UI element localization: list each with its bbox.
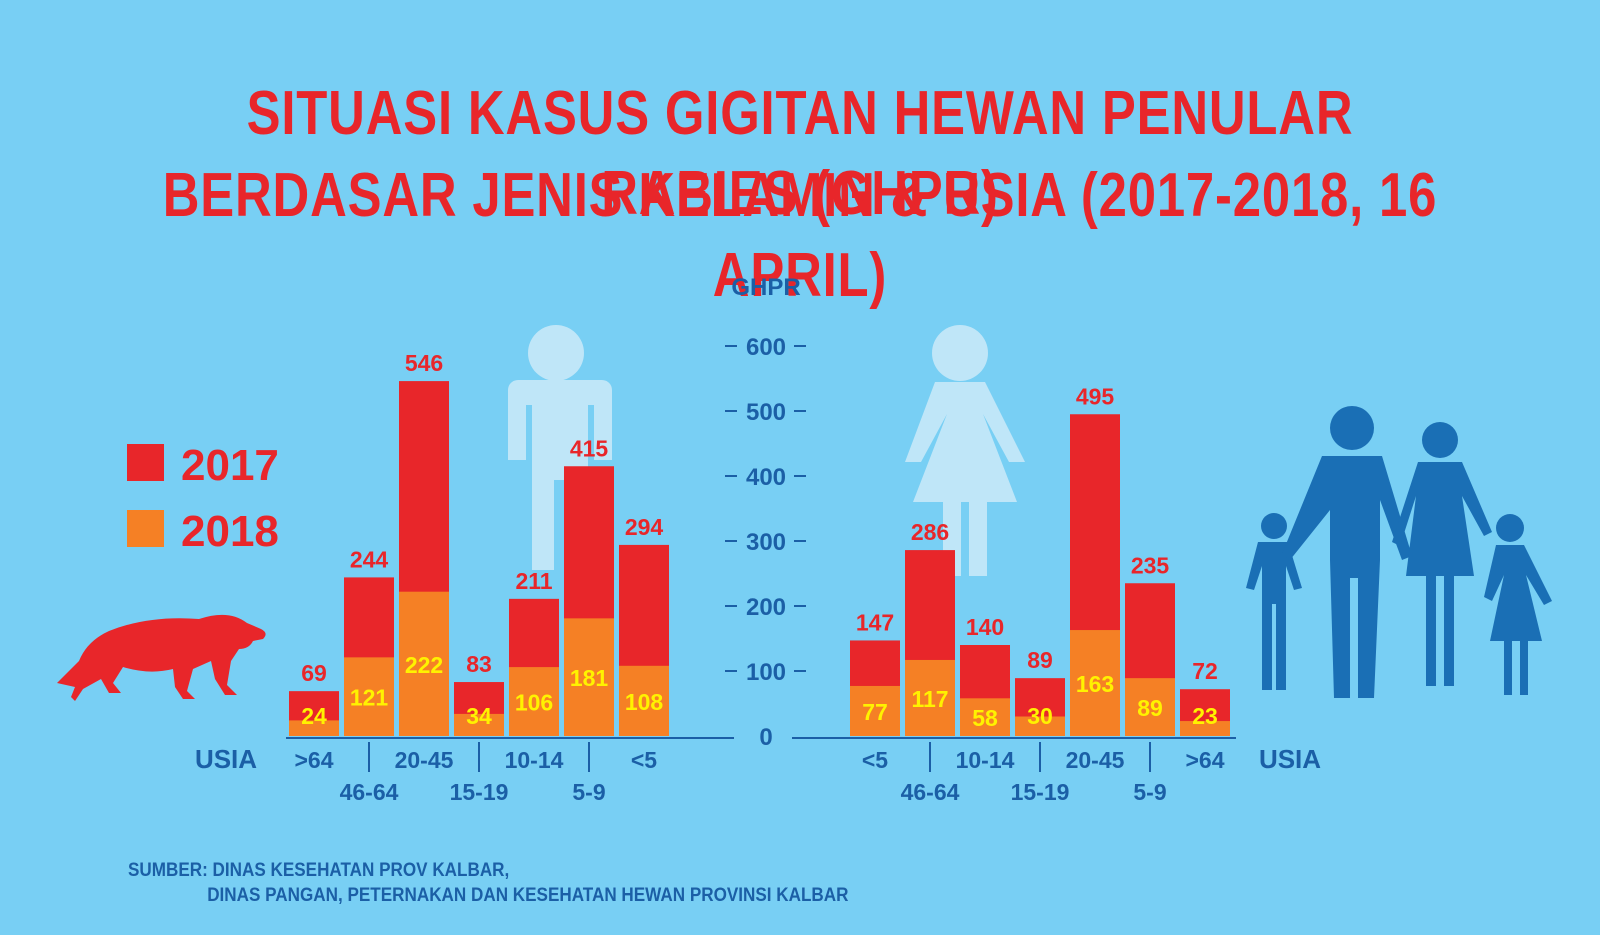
data-label-2017: 244 (350, 546, 389, 572)
source-note: SUMBER: DINAS KESEHATAN PROV KALBAR, DIN… (128, 858, 848, 908)
dog-icon (57, 614, 266, 701)
data-label-2018: 77 (862, 699, 888, 725)
data-label-2017: 235 (1131, 552, 1170, 578)
data-label-2018: 106 (515, 690, 553, 716)
data-label-2018: 24 (301, 703, 327, 729)
data-label-2018: 181 (570, 665, 609, 691)
x-tick-label: 15-19 (450, 779, 509, 805)
bar-2018 (619, 665, 669, 736)
source-line-2: DINAS PANGAN, PETERNAKAN DAN KESEHATAN H… (207, 885, 849, 906)
data-label-2017: 83 (466, 651, 492, 677)
y-tick-label: 200 (746, 594, 786, 621)
y-tick-label: 400 (746, 464, 786, 491)
x-tick-label: 15-19 (1011, 779, 1070, 805)
bar-2018 (1070, 630, 1120, 736)
y-tick-label: 300 (746, 529, 786, 556)
title-line-2: BERDASAR JENIS KELAMIN & USIA (2017-2018… (162, 161, 1438, 310)
bar-2018 (1015, 716, 1065, 736)
data-label-2018: 222 (405, 652, 443, 678)
data-label-2018: 89 (1137, 695, 1163, 721)
data-label-2017: 495 (1076, 383, 1115, 409)
x-tick-label: 5-9 (1133, 779, 1166, 805)
bar-2018 (850, 685, 900, 736)
data-label-2017: 72 (1192, 658, 1218, 684)
y-tick-label: 100 (746, 659, 786, 686)
x-tick-label: >64 (1185, 747, 1224, 773)
data-label-2017: 147 (856, 609, 894, 635)
source-line-1: SUMBER: DINAS KESEHATAN PROV KALBAR, (128, 860, 510, 881)
data-label-2018: 117 (911, 686, 948, 712)
x-axis-title-right: USIA (1259, 744, 1321, 774)
data-label-2018: 58 (972, 705, 998, 731)
woman-icon (905, 325, 1025, 576)
x-tick-label: <5 (862, 747, 888, 773)
bar-2018 (344, 657, 394, 736)
data-label-2017: 294 (625, 514, 664, 540)
bar-2018 (454, 713, 504, 736)
data-label-2017: 69 (301, 660, 327, 686)
y-axis-title: GHPR (731, 274, 800, 301)
x-tick-label: >64 (294, 747, 333, 773)
x-tick-label: 46-64 (340, 779, 399, 805)
legend-swatch-2017 (127, 444, 164, 481)
legend-swatch-2018 (127, 510, 164, 547)
data-label-2018: 108 (625, 689, 664, 715)
data-label-2018: 23 (1192, 703, 1218, 729)
x-tick-label: 46-64 (901, 779, 960, 805)
data-label-2017: 140 (966, 614, 1004, 640)
legend-label-2017: 2017 (181, 441, 279, 490)
data-label-2018: 30 (1027, 703, 1053, 729)
y-axis: GHPR 0 100 200 300 400 500 600 (725, 274, 806, 751)
legend-label-2018: 2018 (181, 507, 279, 556)
title-line-1: SITUASI KASUS GIGITAN HEWAN PENULAR RABI… (246, 79, 1354, 228)
data-label-2018: 121 (350, 685, 389, 711)
data-label-2017: 415 (570, 435, 609, 461)
data-label-2017: 286 (911, 519, 949, 545)
legend: 2017 2018 (127, 441, 279, 556)
x-axis-title-left: USIA (195, 744, 257, 774)
bar-2018 (564, 618, 614, 736)
x-tick-label: 10-14 (505, 747, 564, 773)
data-label-2017: 89 (1027, 647, 1053, 673)
bar-2018 (509, 667, 559, 736)
data-label-2018: 34 (466, 703, 492, 729)
bar-2018 (399, 591, 449, 736)
bar-2018 (1180, 721, 1230, 736)
y-tick-label: 500 (746, 399, 786, 426)
bar-2018 (905, 659, 955, 736)
x-tick-label: <5 (631, 747, 657, 773)
x-tick-label: 5-9 (572, 779, 605, 805)
data-label-2017: 211 (515, 568, 552, 594)
bar-2018 (960, 698, 1010, 736)
bar-2018 (1125, 678, 1175, 736)
x-tick-label: 20-45 (1066, 747, 1125, 773)
data-label-2018: 163 (1076, 671, 1114, 697)
y-tick-label: 0 (759, 724, 772, 751)
family-icon (1246, 406, 1552, 698)
x-tick-label: 20-45 (395, 747, 454, 773)
y-tick-label: 600 (746, 334, 786, 361)
x-tick-label: 10-14 (956, 747, 1015, 773)
data-label-2017: 546 (405, 350, 443, 376)
bar-2018 (289, 720, 339, 736)
